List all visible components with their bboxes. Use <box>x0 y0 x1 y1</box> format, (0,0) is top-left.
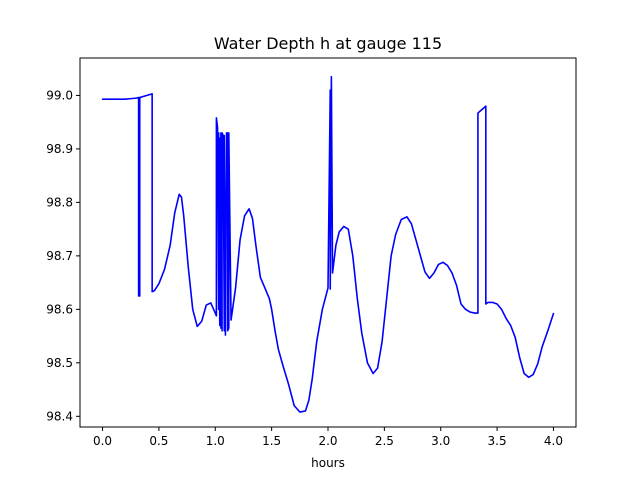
y-tick-label: 98.6 <box>46 302 73 316</box>
plot-frame <box>79 57 577 428</box>
x-tick-label: 0.5 <box>149 434 168 448</box>
y-tick-label: 99.0 <box>46 88 73 102</box>
y-tick-label: 98.5 <box>46 356 73 370</box>
y-tick-label: 98.8 <box>46 195 73 209</box>
x-tick-label: 0.0 <box>93 434 112 448</box>
series-layer <box>101 75 555 413</box>
x-axis-label: hours <box>311 456 345 470</box>
chart-title: Water Depth h at gauge 115 <box>214 34 442 53</box>
x-tick-label: 2.5 <box>375 434 394 448</box>
x-tick-label: 2.0 <box>318 434 337 448</box>
tick-layer: 0.0 0.5 1.0 1.5 2.0 2.5 3.0 3.5 4.0 98.4 98.5 98.6 9… <box>46 88 563 448</box>
y-tick-label: 98.4 <box>46 409 73 423</box>
x-tick-label: 3.5 <box>488 434 507 448</box>
y-tick-label: 98.7 <box>46 249 73 263</box>
y-tick-label: 98.9 <box>46 142 73 156</box>
series-line-0 <box>101 75 555 413</box>
x-tick-label: 4.0 <box>544 434 563 448</box>
x-tick-label: 1.5 <box>262 434 281 448</box>
x-tick-label: 1.0 <box>206 434 225 448</box>
x-tick-label: 3.0 <box>431 434 450 448</box>
